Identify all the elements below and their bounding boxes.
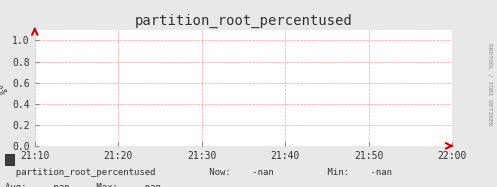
Text: partition_root_percentused          Now:    -nan          Min:    -nan: partition_root_percentused Now: -nan Min… bbox=[5, 168, 392, 177]
Y-axis label: %°: %° bbox=[0, 82, 9, 94]
Title: partition_root_percentused: partition_root_percentused bbox=[135, 13, 352, 27]
Text: Avg:    -nan     Max:    -nan: Avg: -nan Max: -nan bbox=[5, 183, 161, 187]
Text: RRDTOOL / TOBI OETIKER: RRDTOOL / TOBI OETIKER bbox=[487, 43, 492, 125]
